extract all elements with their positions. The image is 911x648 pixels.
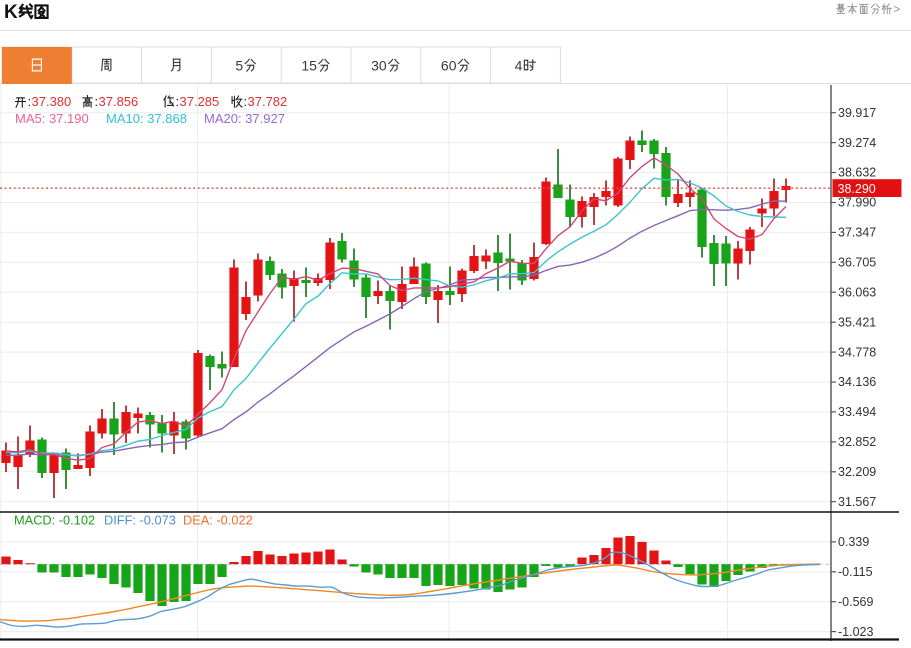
svg-text::: : <box>176 94 180 109</box>
svg-text:37.285: 37.285 <box>180 94 220 109</box>
svg-text:4: 4 <box>515 58 523 74</box>
svg-text:39.274: 39.274 <box>838 136 876 150</box>
svg-text::: : <box>95 94 99 109</box>
svg-text:1: 1 <box>301 58 309 74</box>
svg-text:38.290: 38.290 <box>838 182 876 196</box>
svg-text:37.380: 37.380 <box>32 94 72 109</box>
svg-text:MACD: -0.102: MACD: -0.102 <box>14 513 95 528</box>
svg-text:32.852: 32.852 <box>838 435 876 449</box>
svg-text:-1.023: -1.023 <box>838 625 873 639</box>
svg-text:6: 6 <box>441 58 449 74</box>
svg-text:0.339: 0.339 <box>838 535 869 549</box>
svg-text:37.856: 37.856 <box>99 94 139 109</box>
svg-text:MA20: 37.927: MA20: 37.927 <box>204 111 285 126</box>
svg-text:MA5: 37.190: MA5: 37.190 <box>15 111 89 126</box>
svg-text::: : <box>244 94 248 109</box>
svg-text:31.567: 31.567 <box>838 495 876 509</box>
svg-text:37.347: 37.347 <box>838 226 876 240</box>
svg-text:32.209: 32.209 <box>838 465 876 479</box>
svg-text:36.705: 36.705 <box>838 256 876 270</box>
svg-text:38.632: 38.632 <box>838 166 876 180</box>
svg-text:37.990: 37.990 <box>838 196 876 210</box>
svg-text:>: > <box>894 4 901 16</box>
svg-text:37.782: 37.782 <box>248 94 288 109</box>
svg-text:0: 0 <box>379 58 387 74</box>
svg-text:K: K <box>4 2 18 23</box>
svg-text:5: 5 <box>309 58 317 74</box>
svg-text:34.136: 34.136 <box>838 375 876 389</box>
svg-text:-0.115: -0.115 <box>838 565 873 579</box>
svg-text:33.494: 33.494 <box>838 405 876 419</box>
svg-text:3: 3 <box>371 58 379 74</box>
svg-text:DEA: -0.022: DEA: -0.022 <box>183 513 253 528</box>
svg-text:-0.569: -0.569 <box>838 595 873 609</box>
svg-text::: : <box>28 94 32 109</box>
svg-text:39.917: 39.917 <box>838 106 876 120</box>
svg-text:0: 0 <box>449 58 457 74</box>
svg-text:35.421: 35.421 <box>838 315 876 329</box>
svg-text:5: 5 <box>235 58 243 74</box>
svg-text:DIFF: -0.073: DIFF: -0.073 <box>104 513 176 528</box>
svg-text:MA10: 37.868: MA10: 37.868 <box>106 111 187 126</box>
svg-text:34.778: 34.778 <box>838 345 876 359</box>
svg-text:36.063: 36.063 <box>838 285 876 299</box>
